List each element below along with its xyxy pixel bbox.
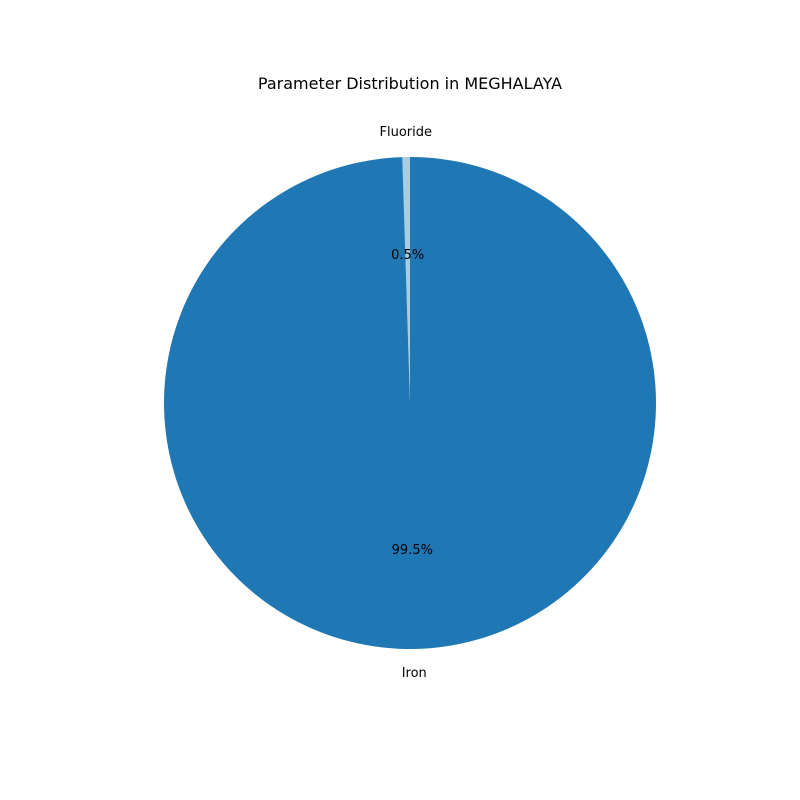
chart-title: Parameter Distribution in MEGHALAYA <box>258 74 562 93</box>
pie-labels: Fluoride 0.5% Iron 99.5% <box>379 125 432 681</box>
pie-slices <box>163 157 656 649</box>
slice-label-fluoride: Fluoride <box>379 125 432 140</box>
slice-label-iron: Iron <box>402 666 427 681</box>
pie-slice-fluoride <box>402 157 410 403</box>
slice-percent-iron: 99.5% <box>392 543 433 558</box>
slice-percent-fluoride: 0.5% <box>391 248 424 263</box>
pie-slice-iron <box>163 157 656 649</box>
